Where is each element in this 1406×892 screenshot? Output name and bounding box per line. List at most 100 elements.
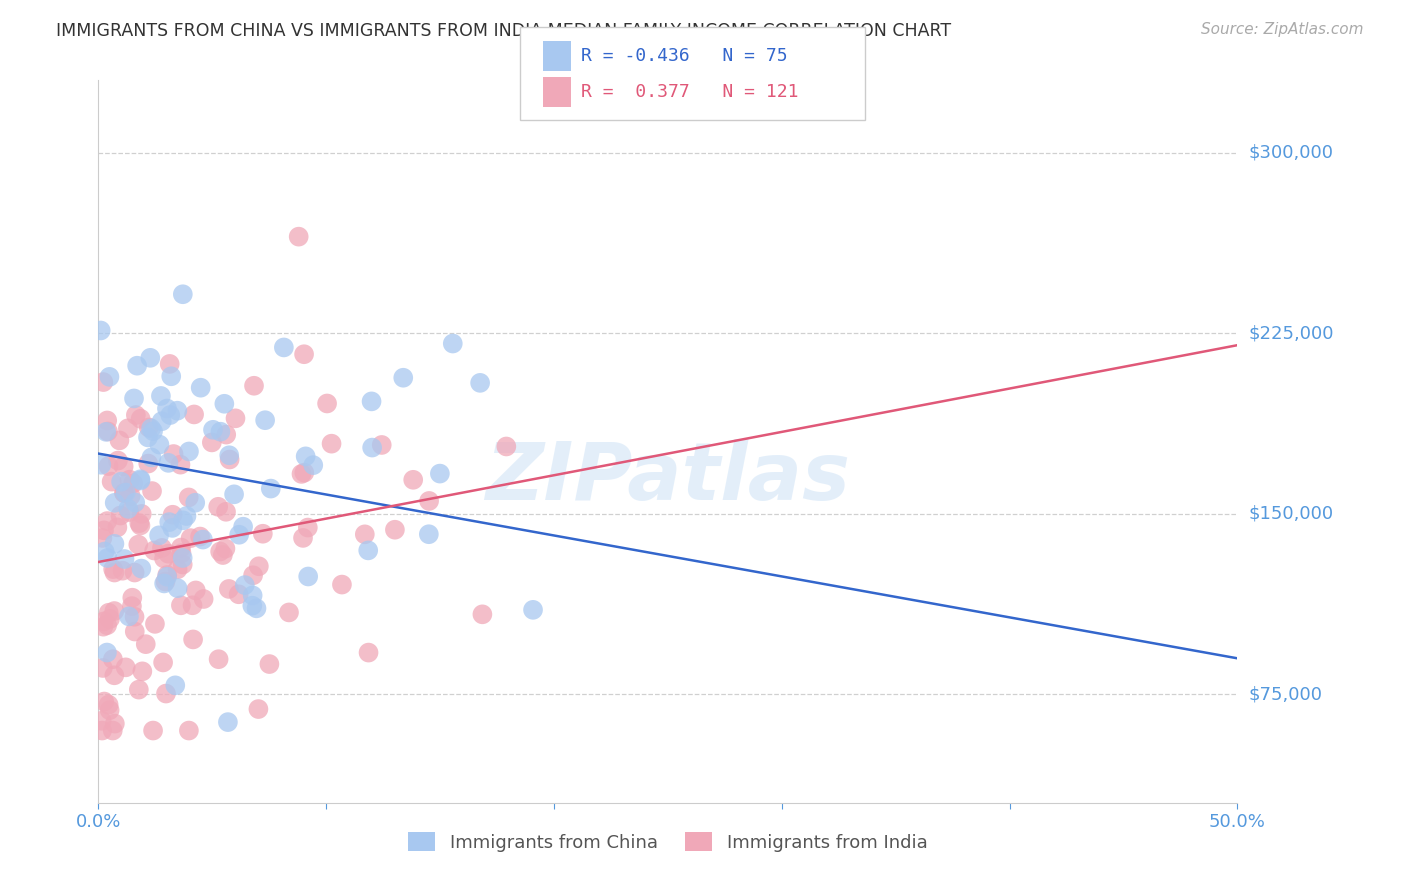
Point [153,576,176,591]
Point [142,424,165,438]
Point [162,521,184,535]
Point [138,420,160,434]
Point [122,392,145,406]
Point [218,452,240,467]
Point [110,508,132,523]
Point [96,646,118,660]
Point [98,369,121,384]
Point [212,548,235,562]
Point [105,520,128,534]
Point [124,609,146,624]
Point [273,341,295,355]
Point [93,544,115,558]
Point [188,530,211,544]
Point [191,533,214,547]
Text: R = -0.436   N = 75: R = -0.436 N = 75 [581,47,787,65]
Point [242,568,264,582]
Point [97,698,120,712]
Point [90,458,112,472]
Point [97,459,120,474]
Text: $150,000: $150,000 [1249,505,1333,523]
Text: ZIPatlas: ZIPatlas [485,439,851,516]
Point [157,515,180,529]
Point [172,513,194,527]
Point [209,425,232,439]
Point [170,541,193,555]
Point [100,475,122,489]
Point [141,484,163,499]
Point [240,599,263,613]
Point [183,408,205,422]
Point [201,435,224,450]
Point [361,441,384,455]
Point [218,448,240,462]
Point [114,485,136,500]
Point [418,494,440,508]
Point [121,599,143,613]
Point [125,408,148,422]
Point [215,505,238,519]
Point [131,561,153,575]
Point [224,411,246,425]
Point [90,714,112,728]
Point [166,581,188,595]
Point [228,527,250,541]
Point [177,444,200,458]
Point [254,413,277,427]
Point [128,516,150,530]
Point [209,544,232,558]
Point [392,370,415,384]
Point [292,347,315,361]
Point [118,505,141,519]
Point [128,682,150,697]
Point [169,458,191,472]
Point [184,583,207,598]
Point [165,678,187,692]
Point [471,607,494,622]
Point [93,524,115,538]
Point [103,537,125,551]
Point [155,687,177,701]
Point [104,496,127,510]
Point [166,562,188,576]
Point [316,396,339,410]
Point [141,450,163,465]
Point [278,606,301,620]
Point [181,599,204,613]
Point [294,450,316,464]
Text: Source: ZipAtlas.com: Source: ZipAtlas.com [1201,22,1364,37]
Point [148,437,170,451]
Point [441,336,464,351]
Point [371,438,394,452]
Point [247,702,270,716]
Point [101,652,124,666]
Point [91,723,114,738]
Point [150,541,173,555]
Point [114,552,136,566]
Point [129,411,152,425]
Point [122,476,145,491]
Point [156,568,179,582]
Point [402,473,425,487]
Legend: Immigrants from China, Immigrants from India: Immigrants from China, Immigrants from I… [401,825,935,859]
Point [121,591,143,605]
Point [201,423,224,437]
Point [252,526,274,541]
Point [162,447,184,461]
Point [136,430,159,444]
Point [98,612,121,626]
Point [181,632,204,647]
Point [228,587,250,601]
Point [357,543,380,558]
Point [159,408,181,422]
Point [148,528,170,542]
Point [170,546,193,560]
Point [180,531,202,545]
Point [96,551,118,566]
Point [96,425,118,439]
Point [150,414,173,428]
Point [287,229,309,244]
Point [93,615,115,629]
Point [91,661,114,675]
Point [129,474,152,488]
